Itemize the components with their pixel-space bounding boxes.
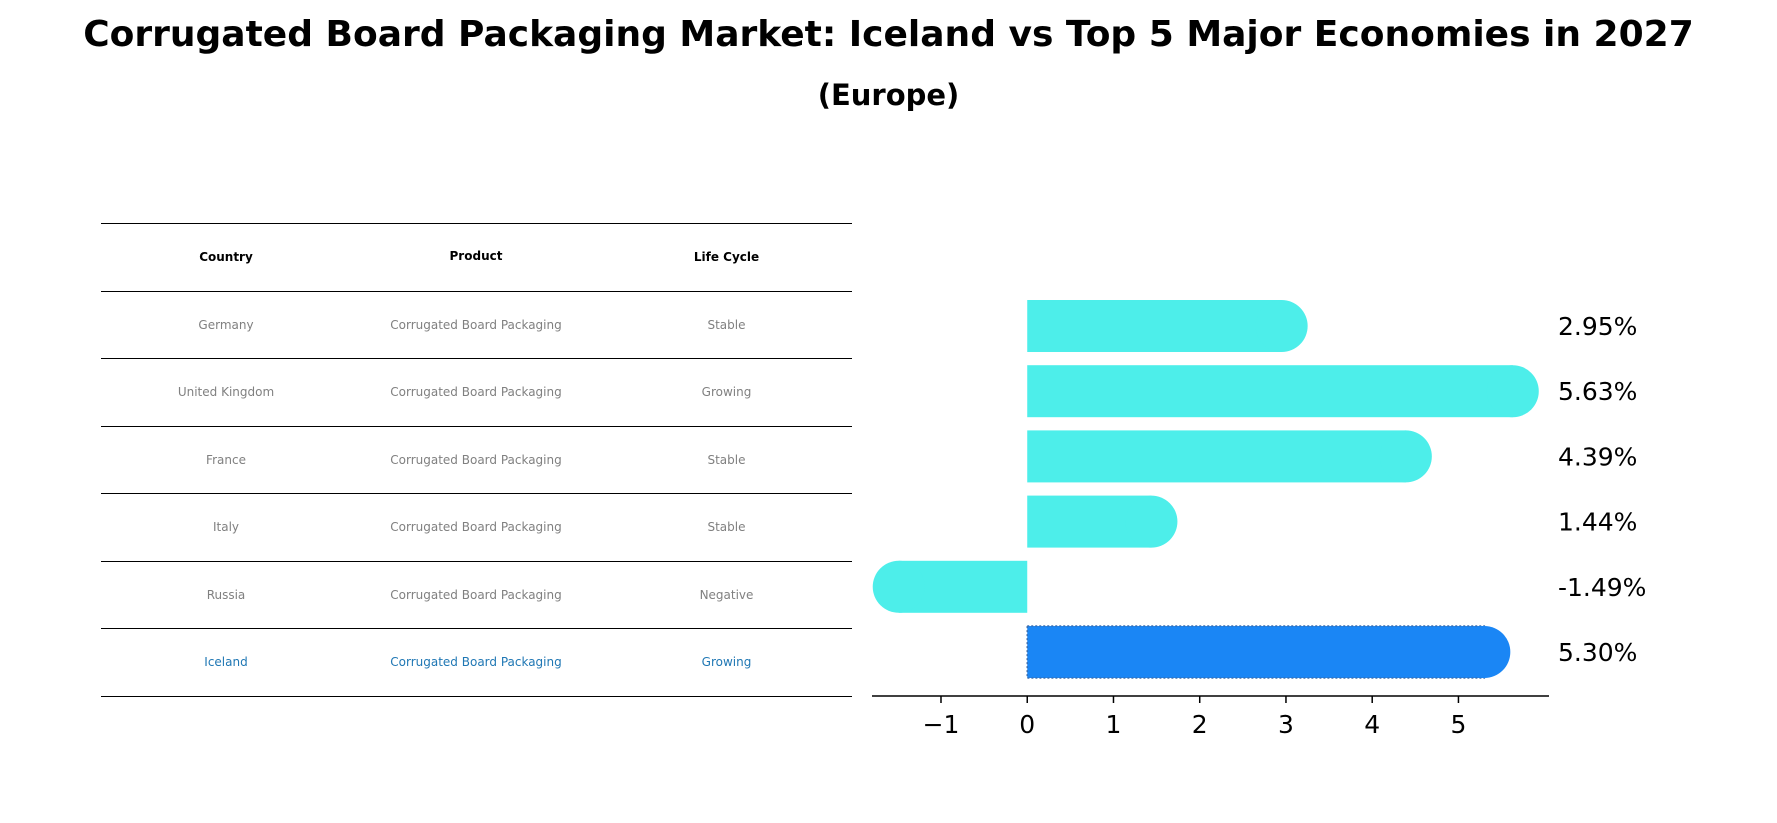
x-tick-label: 5 (1450, 710, 1466, 739)
bar-cap (1486, 365, 1539, 418)
bar-france (1027, 430, 1432, 483)
x-tick-label: 1 (1106, 710, 1122, 739)
comparison-table: Country Product Life Cycle Germany Corru… (101, 223, 852, 697)
bar-cap (1379, 430, 1432, 483)
cell-life-cycle: Growing (701, 385, 752, 400)
cell-product: Corrugated Board Packaging (390, 452, 562, 467)
table-header-row: Country Product Life Cycle (101, 223, 852, 291)
bar-body (1026, 625, 1486, 679)
cell-country: Russia (206, 587, 246, 602)
bar-iceland (1026, 625, 1511, 679)
value-label: 4.39% (1558, 442, 1637, 471)
x-tick-label: 2 (1192, 710, 1208, 739)
cell-country: France (206, 452, 246, 467)
chart-title: Corrugated Board Packaging Market: Icela… (83, 14, 1694, 55)
header-country: Country (199, 250, 253, 265)
chart-subtitle: (Europe) (817, 78, 960, 112)
cell-life-cycle: Stable (707, 452, 746, 467)
cell-life-cycle: Growing (701, 655, 752, 670)
bar-cap (1458, 626, 1511, 678)
bar-italy (1027, 495, 1178, 548)
x-tick-label: 0 (1019, 710, 1035, 739)
bar-cap (1125, 495, 1178, 548)
value-label: 2.95% (1558, 312, 1637, 341)
x-tick-label: 4 (1364, 710, 1380, 739)
cell-country: Italy (212, 520, 240, 535)
bar-body (1027, 300, 1282, 352)
cell-product: Corrugated Board Packaging (390, 317, 562, 332)
cell-life-cycle: Negative (699, 587, 754, 602)
cell-country: Germany (198, 317, 254, 332)
value-label: 5.63% (1558, 377, 1637, 406)
cell-country: United Kingdom (177, 385, 275, 400)
header-life-cycle: Life Cycle (693, 250, 760, 265)
cell-life-cycle: Stable (707, 317, 746, 332)
value-label: 1.44% (1558, 508, 1637, 537)
table-row: Germany Corrugated Board Packaging Stabl… (101, 290, 852, 359)
x-tick-label: 3 (1278, 710, 1294, 739)
bar-cap (872, 560, 925, 613)
cell-product: Corrugated Board Packaging (390, 385, 562, 400)
bar-germany (1027, 300, 1308, 352)
bar-body (1027, 430, 1406, 483)
bar-united-kingdom (1027, 365, 1539, 418)
cell-product: Corrugated Board Packaging (390, 587, 562, 602)
header-product: Product (449, 249, 503, 264)
x-tick-label: −1 (923, 710, 960, 739)
table-row: Russia Corrugated Board Packaging Negati… (101, 560, 852, 629)
value-label: -1.49% (1558, 573, 1646, 602)
cell-product: Corrugated Board Packaging (390, 520, 562, 535)
cell-product: Corrugated Board Packaging (390, 655, 562, 670)
bar-cap (1255, 300, 1308, 352)
cell-country: Iceland (204, 655, 248, 670)
table-row-highlighted: Iceland Corrugated Board Packaging Growi… (101, 628, 852, 697)
table-row: United Kingdom Corrugated Board Packagin… (101, 358, 852, 426)
bar-body (1027, 365, 1513, 418)
bar-russia (872, 560, 1028, 613)
table-row: Italy Corrugated Board Packaging Stable (101, 493, 852, 561)
cell-life-cycle: Stable (707, 520, 746, 535)
table-row: France Corrugated Board Packaging Stable (101, 425, 852, 494)
value-label: 5.30% (1558, 638, 1637, 667)
